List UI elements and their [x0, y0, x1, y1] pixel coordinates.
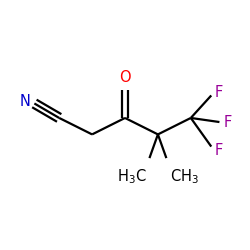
Text: F: F — [224, 115, 232, 130]
Text: O: O — [119, 70, 131, 85]
Text: N: N — [20, 94, 31, 109]
Text: F: F — [214, 84, 222, 100]
Text: CH$_{3}$: CH$_{3}$ — [170, 167, 199, 186]
Text: H$_{3}$C: H$_{3}$C — [116, 167, 146, 186]
Text: F: F — [214, 143, 222, 158]
